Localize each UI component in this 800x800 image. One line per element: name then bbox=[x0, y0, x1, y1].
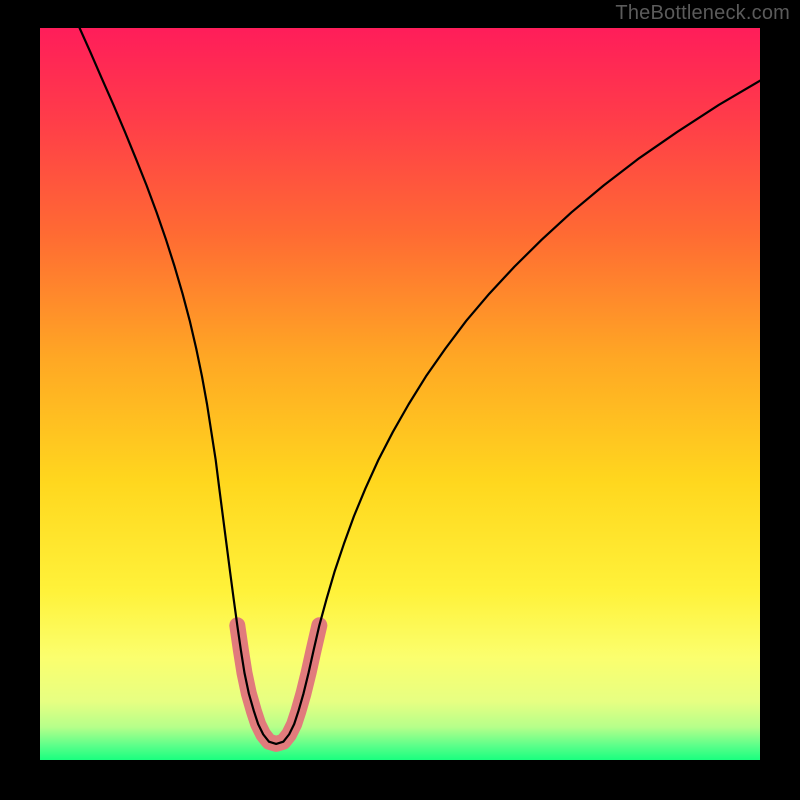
chart-container bbox=[40, 28, 760, 760]
gradient-v-chart bbox=[40, 28, 760, 760]
chart-background bbox=[40, 28, 760, 760]
watermark-text: TheBottleneck.com bbox=[615, 2, 790, 25]
